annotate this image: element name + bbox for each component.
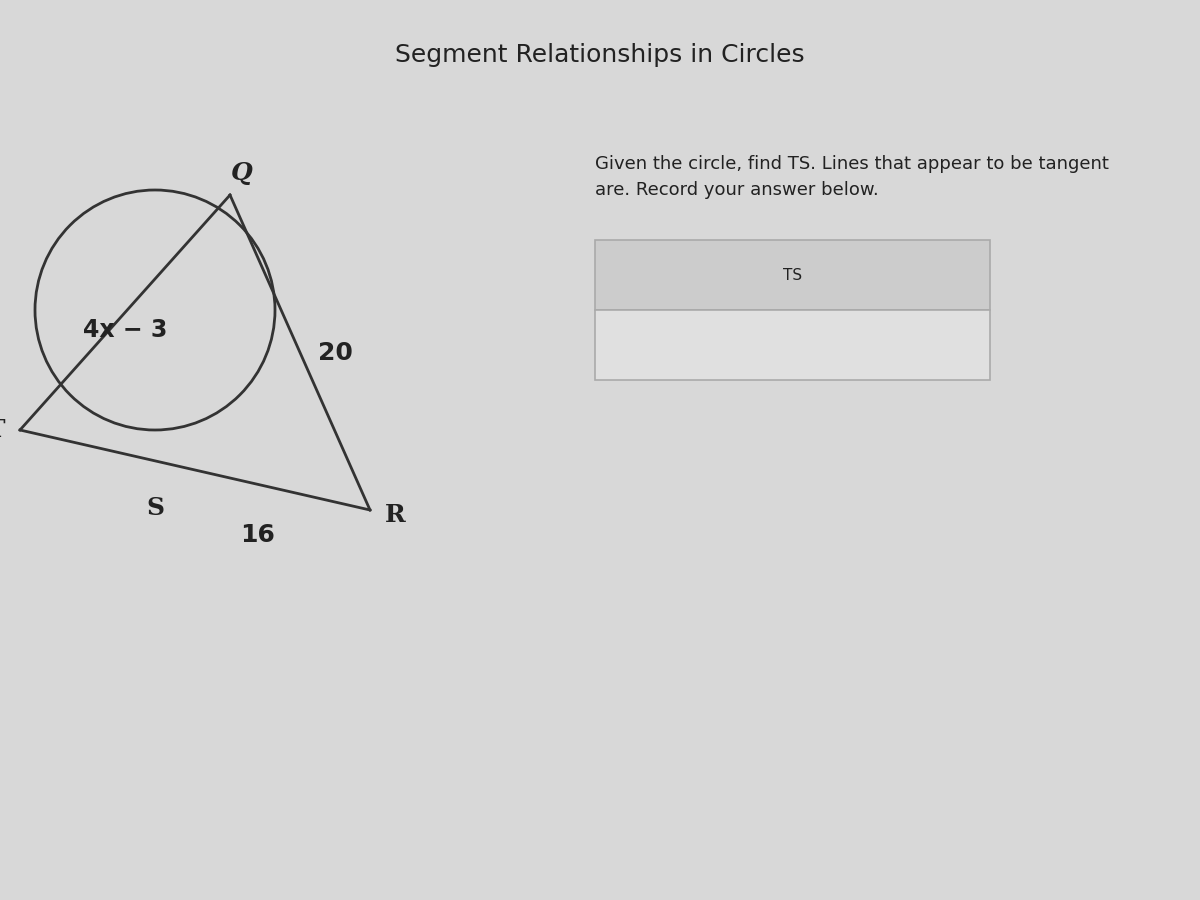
Text: T: T <box>0 418 5 442</box>
Text: Segment Relationships in Circles: Segment Relationships in Circles <box>395 43 805 67</box>
Bar <box>595 240 990 310</box>
Text: 4x − 3: 4x − 3 <box>83 318 167 342</box>
Bar <box>595 310 990 380</box>
Text: 20: 20 <box>318 340 353 364</box>
Text: S: S <box>146 496 164 520</box>
Text: R: R <box>385 503 406 527</box>
Text: TS: TS <box>782 267 802 283</box>
Text: 16: 16 <box>240 523 275 547</box>
Text: Q: Q <box>232 161 253 185</box>
Text: Given the circle, find TS. Lines that appear to be tangent
are. Record your answ: Given the circle, find TS. Lines that ap… <box>595 155 1109 200</box>
